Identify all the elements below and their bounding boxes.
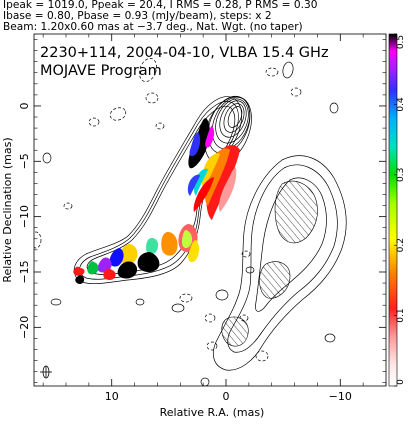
colorbar bbox=[388, 33, 398, 387]
colorbar-ticks: 0 0.1 0.2 0.3 0.4 0.5 bbox=[394, 33, 406, 387]
y-tick-label: −20 bbox=[18, 316, 31, 339]
x-axis-ticks: 10 0 −10 bbox=[42, 34, 387, 403]
header-line-beam: Beam: 1.20x0.60 mas at −3.7 deg., Nat. W… bbox=[3, 21, 303, 33]
hatched-regions bbox=[221, 180, 318, 347]
y-tick-label: 0 bbox=[18, 102, 31, 109]
x-tick-label: 10 bbox=[105, 390, 119, 403]
y-axis-ticks: 0 −5 −10 −15 −20 bbox=[18, 39, 386, 383]
colorbar-tick-label: 0.4 bbox=[396, 97, 406, 112]
colorbar-tick-label: 0.5 bbox=[396, 35, 406, 49]
plot-subtitle: MOJAVE Program bbox=[40, 63, 162, 79]
y-tick-label: −10 bbox=[18, 205, 31, 228]
polarization-color-map bbox=[73, 118, 240, 284]
x-axis-title: Relative R.A. (mas) bbox=[160, 406, 265, 419]
y-axis-title: Relative Declination (mas) bbox=[1, 137, 14, 282]
colorbar-tick-label: 0.1 bbox=[396, 308, 406, 322]
negative-contours bbox=[34, 58, 302, 362]
map-header: Ipeak = 1019.0, Ppeak = 20.4, I RMS = 0.… bbox=[3, 0, 407, 33]
colorbar-tick-label: 0 bbox=[396, 379, 406, 385]
colorbar-tick-label: 0.2 bbox=[396, 238, 406, 252]
y-tick-label: −15 bbox=[18, 260, 31, 283]
colorbar-tick-label: 0.3 bbox=[396, 168, 406, 182]
map-content bbox=[34, 58, 347, 386]
y-tick-label: −5 bbox=[18, 153, 31, 169]
x-tick-label: 0 bbox=[223, 390, 230, 403]
header-line-intensity: Ipeak = 1019.0, Ppeak = 20.4, I RMS = 0.… bbox=[3, 0, 318, 11]
x-tick-label: −10 bbox=[329, 390, 352, 403]
header-line-base: Ibase = 0.80, Pbase = 0.93 (mJy/beam), s… bbox=[3, 10, 272, 22]
plot-title: 2230+114, 2004-04-10, VLBA 15.4 GHz bbox=[40, 45, 329, 61]
